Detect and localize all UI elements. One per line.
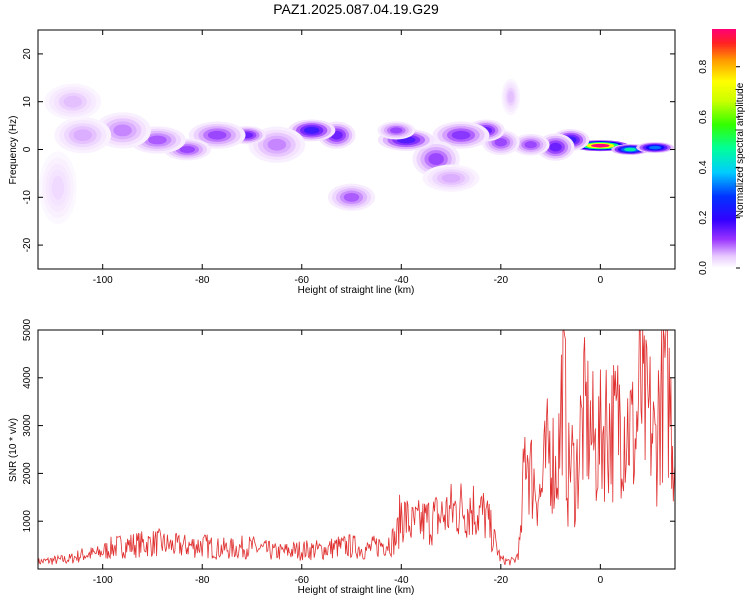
colorbar-tick-label: 0.8 xyxy=(698,59,709,73)
heatmap-blobs xyxy=(38,78,675,225)
snr-x-ticks: -100 -80 -60 -40 -20 0 xyxy=(93,330,604,586)
snr-y-tick-label: 5000 xyxy=(22,318,33,341)
heatmap-blob xyxy=(63,95,83,108)
heatmap-y-tick-label: 0 xyxy=(22,146,33,152)
colorbar-tick-label: 0.0 xyxy=(698,261,709,275)
heatmap-y-tick-label: -10 xyxy=(22,190,33,205)
colorbar-label: Normalized spectral amplitude xyxy=(735,82,746,217)
snr-frame xyxy=(37,329,676,570)
heatmap-x-tick-label: -20 xyxy=(494,275,509,286)
snr-x-tick-label: -100 xyxy=(93,575,113,586)
heatmap-blob xyxy=(451,130,471,140)
heatmap-blob xyxy=(494,138,507,147)
heatmap-y-tick-label: 20 xyxy=(22,48,33,60)
heatmap-blob xyxy=(267,138,287,151)
snr-y-tick-label: 1000 xyxy=(22,510,33,533)
heatmap-x-tick-label: -40 xyxy=(394,275,409,286)
snr-y-axis-title: SNR (10 * v/v) xyxy=(8,418,19,482)
snr-x-tick-label: -80 xyxy=(195,575,210,586)
snr-panel: -100 -80 -60 -40 -20 0 1000 2000 3000 4000 5000 H… xyxy=(8,318,676,596)
snr-x-tick-label: -60 xyxy=(295,575,310,586)
heatmap-x-axis-title: Height of straight line (km) xyxy=(298,285,415,296)
heatmap-blob xyxy=(303,126,320,134)
snr-x-tick-label: 0 xyxy=(598,575,604,586)
colorbar-tick-label: 0.6 xyxy=(698,110,709,124)
heatmap-blob xyxy=(648,145,662,150)
snr-x-axis-title: Height of straight line (km) xyxy=(298,585,415,596)
heatmap-blob xyxy=(524,141,537,149)
heatmap-blob xyxy=(591,143,610,148)
snr-y-tick-label: 2000 xyxy=(22,462,33,485)
heatmap-blob xyxy=(179,145,196,154)
snr-x-tick-label: -20 xyxy=(494,575,509,586)
colorbar: 0.0 0.2 0.4 0.6 0.8 Normalized spectral ampl… xyxy=(698,29,746,275)
snr-y-tick-label: 4000 xyxy=(22,366,33,389)
heatmap-y-tick-label: -20 xyxy=(22,237,33,252)
heatmap-blob xyxy=(549,142,562,152)
colorbar-tick-label: 0.4 xyxy=(698,160,709,174)
heatmap-blob xyxy=(624,147,637,152)
heatmap-blob xyxy=(390,127,403,134)
heatmap-blob xyxy=(428,153,444,165)
page-title: PAZ1.2025.087.04.19.G29 xyxy=(273,1,439,17)
colorbar-gradient xyxy=(712,29,736,268)
heatmap-y-ticks: -20 -10 0 10 20 xyxy=(22,48,675,252)
colorbar-tick-label: 0.2 xyxy=(698,210,709,224)
heatmap-blob xyxy=(113,124,132,137)
heatmap-blob xyxy=(148,135,167,145)
snr-series-line xyxy=(38,330,675,566)
colorbar-ticks: 0.0 0.2 0.4 0.6 0.8 xyxy=(698,59,740,275)
heatmap-y-axis-title: Frequency (Hz) xyxy=(8,116,19,185)
heatmap-blob xyxy=(207,130,227,140)
heatmap-x-tick-label: -80 xyxy=(195,275,210,286)
heatmap-blob xyxy=(507,90,514,103)
snr-x-tick-label: -40 xyxy=(394,575,409,586)
heatmap-x-tick-label: -100 xyxy=(93,275,113,286)
heatmap-x-ticks: -100 -80 -60 -40 -20 0 xyxy=(93,30,604,286)
snr-y-tick-label: 3000 xyxy=(22,414,33,437)
snr-y-ticks: 1000 2000 3000 4000 5000 xyxy=(22,318,675,532)
heatmap-blob xyxy=(441,173,461,183)
heatmap-blob xyxy=(51,175,65,200)
heatmap-y-tick-label: 10 xyxy=(22,96,33,108)
heatmap-x-tick-label: -60 xyxy=(295,275,310,286)
heatmap-x-tick-label: 0 xyxy=(598,275,604,286)
heatmap-blob xyxy=(73,129,93,142)
heatmap-blob xyxy=(343,192,360,202)
